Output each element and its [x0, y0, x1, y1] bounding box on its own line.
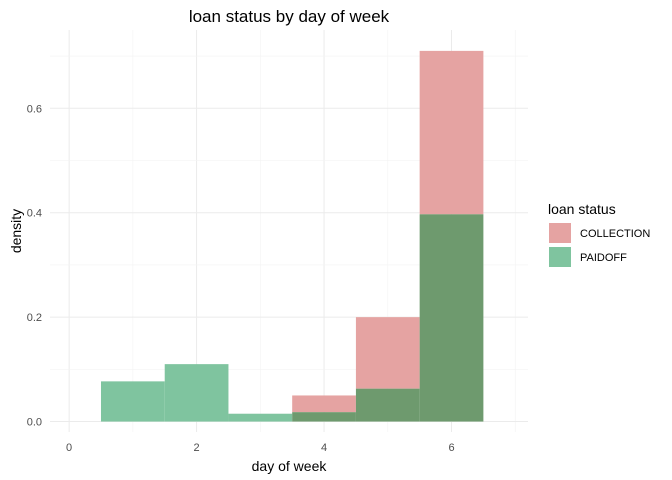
x-tick-label: 6 [448, 442, 454, 454]
x-axis-title: day of week [252, 458, 328, 474]
y-axis: 0.0 0.2 0.4 0.6 [27, 103, 42, 428]
bar-overlap [292, 412, 356, 422]
legend-label-collection: COLLECTION [580, 228, 650, 240]
y-tick-label: 0.2 [27, 312, 42, 324]
bar-paidoff [228, 413, 293, 422]
x-axis: 0 2 4 6 [66, 442, 455, 454]
legend-key-collection [549, 223, 571, 243]
bar-collection [355, 317, 420, 389]
legend-title: loan status [548, 201, 616, 217]
x-tick-label: 4 [321, 442, 327, 454]
bar-collection [292, 395, 356, 413]
y-tick-label: 0.0 [27, 417, 42, 429]
y-tick-label: 0.4 [27, 208, 42, 220]
bar-overlap [419, 214, 484, 422]
bar-collection [419, 50, 484, 215]
bar-paidoff [164, 364, 229, 422]
legend-key-paidoff [549, 247, 571, 267]
y-tick-label: 0.6 [27, 103, 42, 115]
x-tick-label: 2 [194, 442, 200, 454]
bar-paidoff [100, 381, 165, 422]
bar-overlap [355, 388, 420, 422]
y-axis-title: density [8, 209, 24, 253]
chart-title: loan status by day of week [189, 7, 390, 26]
bars [100, 50, 484, 422]
x-tick-label: 0 [66, 442, 72, 454]
legend: loan status COLLECTION PAIDOFF [548, 201, 650, 267]
legend-label-paidoff: PAIDOFF [580, 252, 627, 264]
